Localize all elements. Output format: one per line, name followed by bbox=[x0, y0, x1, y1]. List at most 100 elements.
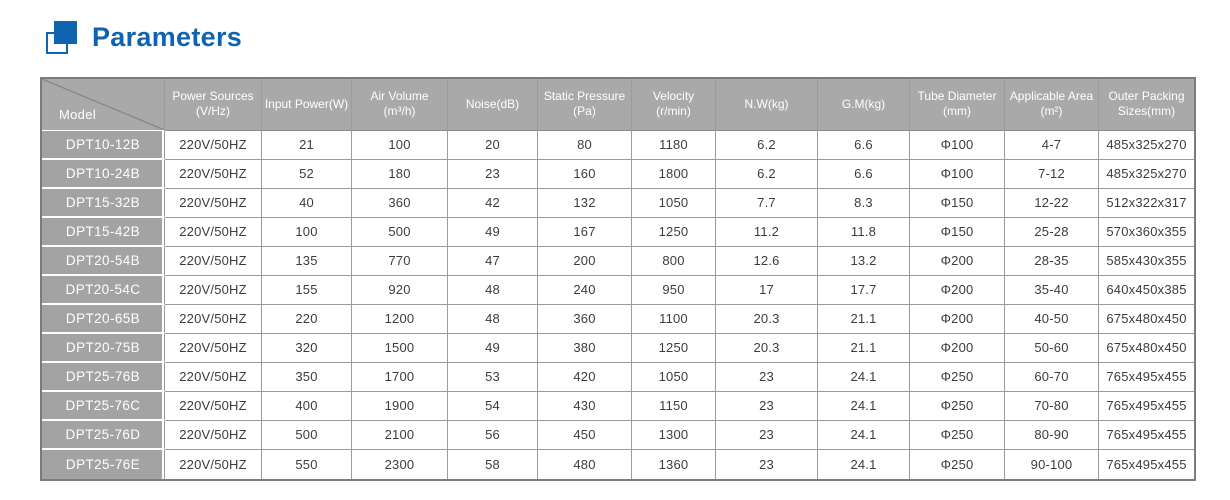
data-cell: 40 bbox=[262, 188, 352, 218]
data-cell: 485x325x270 bbox=[1099, 159, 1194, 189]
data-cell: Φ200 bbox=[910, 275, 1005, 305]
data-cell: 1300 bbox=[632, 420, 716, 450]
data-cell: 42 bbox=[448, 188, 538, 218]
table-row: DPT20-75B 220V/50HZ 320 1500 49 380 1250 20.3 21… bbox=[42, 333, 1194, 363]
data-cell: 6.6 bbox=[818, 159, 910, 189]
data-cell: 220V/50HZ bbox=[165, 449, 262, 479]
data-cell: 220V/50HZ bbox=[165, 246, 262, 276]
data-cell: 20.3 bbox=[716, 304, 818, 334]
model-cell: DPT10-12B bbox=[42, 130, 165, 160]
data-cell: 8.3 bbox=[818, 188, 910, 218]
column-header-tube-diameter: Tube Diameter (mm) bbox=[910, 79, 1005, 131]
data-cell: 12-22 bbox=[1005, 188, 1099, 218]
data-cell: Φ250 bbox=[910, 420, 1005, 450]
data-cell: 100 bbox=[352, 130, 448, 160]
data-cell: Φ250 bbox=[910, 449, 1005, 479]
data-cell: 500 bbox=[352, 217, 448, 247]
data-cell: 48 bbox=[448, 304, 538, 334]
data-cell: Φ200 bbox=[910, 304, 1005, 334]
data-cell: 49 bbox=[448, 217, 538, 247]
data-cell: 220V/50HZ bbox=[165, 188, 262, 218]
data-cell: 100 bbox=[262, 217, 352, 247]
data-cell: 765x495x455 bbox=[1099, 391, 1194, 421]
data-cell: 1050 bbox=[632, 188, 716, 218]
data-cell: 160 bbox=[538, 159, 632, 189]
data-cell: 220V/50HZ bbox=[165, 333, 262, 363]
data-cell: Φ150 bbox=[910, 217, 1005, 247]
column-header-gross-weight: G.M(kg) bbox=[818, 79, 910, 131]
table-row: DPT20-54C 220V/50HZ 155 920 48 240 950 17 17.7 Φ2… bbox=[42, 275, 1194, 305]
column-header-net-weight: N.W(kg) bbox=[716, 79, 818, 131]
model-cell: DPT25-76B bbox=[42, 362, 165, 392]
model-cell: DPT25-76E bbox=[42, 449, 165, 479]
data-cell: 48 bbox=[448, 275, 538, 305]
data-cell: 2300 bbox=[352, 449, 448, 479]
data-cell: 7-12 bbox=[1005, 159, 1099, 189]
data-cell: 23 bbox=[448, 159, 538, 189]
data-cell: 350 bbox=[262, 362, 352, 392]
data-cell: 167 bbox=[538, 217, 632, 247]
data-cell: 35-40 bbox=[1005, 275, 1099, 305]
data-cell: 550 bbox=[262, 449, 352, 479]
data-cell: 765x495x455 bbox=[1099, 420, 1194, 450]
data-cell: 220 bbox=[262, 304, 352, 334]
data-cell: 420 bbox=[538, 362, 632, 392]
data-cell: 24.1 bbox=[818, 391, 910, 421]
data-cell: 220V/50HZ bbox=[165, 362, 262, 392]
model-cell: DPT20-54B bbox=[42, 246, 165, 276]
data-cell: Φ200 bbox=[910, 246, 1005, 276]
table-row: DPT10-24B 220V/50HZ 52 180 23 160 1800 6.2 6.6 Φ1… bbox=[42, 159, 1194, 189]
data-cell: Φ250 bbox=[910, 391, 1005, 421]
model-cell: DPT15-42B bbox=[42, 217, 165, 247]
table-row: DPT25-76C 220V/50HZ 400 1900 54 430 1150 23 24.1… bbox=[42, 391, 1194, 421]
model-cell: DPT15-32B bbox=[42, 188, 165, 218]
data-cell: 132 bbox=[538, 188, 632, 218]
overlapping-squares-icon bbox=[46, 21, 77, 54]
data-cell: 7.7 bbox=[716, 188, 818, 218]
data-cell: 770 bbox=[352, 246, 448, 276]
data-cell: 220V/50HZ bbox=[165, 391, 262, 421]
model-cell: DPT10-24B bbox=[42, 159, 165, 189]
diagonal-line bbox=[42, 79, 164, 130]
data-cell: 60-70 bbox=[1005, 362, 1099, 392]
parameters-table: Model Power Sources (V/Hz) Input Power(W… bbox=[40, 77, 1196, 481]
model-cell: DPT20-65B bbox=[42, 304, 165, 334]
data-cell: 20.3 bbox=[716, 333, 818, 363]
data-cell: 480 bbox=[538, 449, 632, 479]
data-cell: 1200 bbox=[352, 304, 448, 334]
column-header-noise: Noise(dB) bbox=[448, 79, 538, 131]
data-cell: Φ200 bbox=[910, 333, 1005, 363]
data-cell: 4-7 bbox=[1005, 130, 1099, 160]
data-cell: 6.2 bbox=[716, 130, 818, 160]
data-cell: 570x360x355 bbox=[1099, 217, 1194, 247]
data-cell: 53 bbox=[448, 362, 538, 392]
data-cell: 220V/50HZ bbox=[165, 130, 262, 160]
data-cell: 1250 bbox=[632, 217, 716, 247]
data-cell: 6.6 bbox=[818, 130, 910, 160]
data-cell: 28-35 bbox=[1005, 246, 1099, 276]
data-cell: 1180 bbox=[632, 130, 716, 160]
column-header-power-sources: Power Sources (V/Hz) bbox=[165, 79, 262, 131]
data-cell: 1700 bbox=[352, 362, 448, 392]
data-cell: 24.1 bbox=[818, 362, 910, 392]
data-cell: 12.6 bbox=[716, 246, 818, 276]
data-cell: 1150 bbox=[632, 391, 716, 421]
data-cell: 56 bbox=[448, 420, 538, 450]
data-cell: 360 bbox=[538, 304, 632, 334]
table-row: DPT10-12B 220V/50HZ 21 100 20 80 1180 6.2 6.6 Φ10… bbox=[42, 130, 1194, 160]
data-cell: Φ150 bbox=[910, 188, 1005, 218]
data-cell: 23 bbox=[716, 362, 818, 392]
column-header-applicable-area: Applicable Area (m²) bbox=[1005, 79, 1099, 131]
data-cell: 80-90 bbox=[1005, 420, 1099, 450]
data-cell: 1360 bbox=[632, 449, 716, 479]
data-cell: 380 bbox=[538, 333, 632, 363]
column-header-label: Model bbox=[59, 106, 96, 122]
data-cell: 485x325x270 bbox=[1099, 130, 1194, 160]
data-cell: 21.1 bbox=[818, 304, 910, 334]
data-cell: 220V/50HZ bbox=[165, 304, 262, 334]
table-row: DPT25-76B 220V/50HZ 350 1700 53 420 1050 23 24.1… bbox=[42, 362, 1194, 392]
data-cell: 20 bbox=[448, 130, 538, 160]
model-cell: DPT25-76D bbox=[42, 420, 165, 450]
model-cell: DPT20-75B bbox=[42, 333, 165, 363]
table-row: DPT25-76D 220V/50HZ 500 2100 56 450 1300 23 24.1… bbox=[42, 420, 1194, 450]
